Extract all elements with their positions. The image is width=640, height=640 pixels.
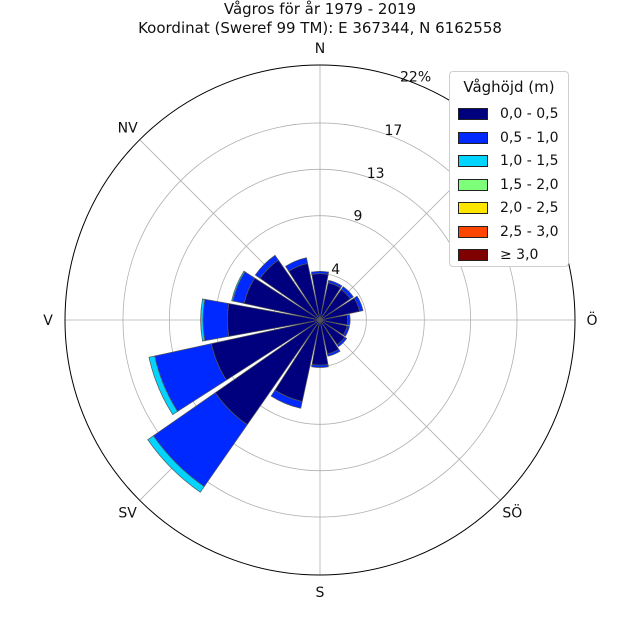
legend-title: Våghöjd (m) — [463, 78, 555, 96]
bar-segment — [202, 298, 230, 342]
bar-segment — [254, 254, 279, 279]
rose-bars — [64, 64, 576, 576]
bar-segment — [342, 325, 350, 337]
legend: Våghöjd (m) 0,0 - 0,5 0,5 - 1,0 1,0 - 1,5 1… — [449, 71, 569, 267]
bar-segment — [340, 286, 354, 300]
radial-tick-label: 17 — [384, 123, 402, 139]
bar-segment — [336, 336, 348, 348]
bar-segment — [353, 295, 364, 312]
legend-swatch — [458, 249, 488, 261]
direction-label: V — [43, 313, 53, 329]
chart-title: Vågros för år 1979 - 2019 — [223, 0, 417, 18]
legend-item: 1,5 - 2,0 — [458, 177, 558, 193]
legend-swatch — [458, 131, 488, 144]
direction-label: SÖ — [502, 503, 522, 521]
direction-label: N — [315, 41, 325, 57]
legend-item: 0,5 - 1,0 — [458, 130, 558, 146]
bar-segment — [326, 348, 341, 357]
legend-item: 1,0 - 1,5 — [458, 153, 558, 169]
radial-tick-label: 22% — [400, 69, 431, 85]
legend-label: 1,5 - 2,0 — [500, 176, 559, 193]
legend-label: 2,5 - 3,0 — [500, 223, 559, 240]
bar-segment — [200, 298, 206, 342]
bar-segment — [311, 364, 329, 368]
radial-tick-label: 9 — [353, 209, 362, 225]
grid-spoke — [319, 319, 501, 501]
radial-tick-label: 4 — [331, 262, 340, 278]
polar-outer-ring — [64, 64, 576, 576]
legend-item: ≥ 3,0 — [458, 247, 538, 263]
legend-swatch — [458, 225, 488, 238]
bar-segment — [148, 355, 179, 416]
chart-subtitle: Koordinat (Sweref 99 TM): E 367344, N 61… — [138, 19, 502, 37]
radial-tick-label: 13 — [367, 166, 385, 182]
direction-label: Ö — [586, 311, 597, 329]
legend-label: 0,5 - 1,0 — [500, 129, 559, 146]
legend-item: 0,0 - 0,5 — [458, 106, 558, 122]
bar-segment — [285, 257, 309, 272]
legend-label: 0,0 - 0,5 — [500, 106, 559, 122]
direction-label: NV — [118, 121, 138, 137]
direction-label: SV — [118, 505, 137, 521]
bar-segment — [327, 279, 343, 289]
bar-segment — [346, 314, 351, 326]
legend-item: 2,0 - 2,5 — [458, 200, 558, 216]
bar-segment — [147, 435, 205, 493]
legend-item: 2,5 - 3,0 — [458, 224, 558, 240]
legend-label: ≥ 3,0 — [500, 247, 539, 263]
bar-segment — [310, 270, 330, 275]
bar-segment — [270, 389, 303, 409]
bar-segment — [231, 270, 246, 302]
legend-label: 1,0 - 1,5 — [500, 153, 559, 169]
direction-label: S — [316, 585, 325, 601]
grid-ring — [122, 122, 518, 518]
grid-ring — [168, 168, 472, 472]
legend-swatch — [458, 108, 488, 120]
legend-label: 2,0 - 2,5 — [500, 200, 559, 216]
legend-swatch — [458, 155, 488, 167]
legend-swatch — [458, 202, 488, 214]
legend-swatch — [458, 178, 488, 191]
